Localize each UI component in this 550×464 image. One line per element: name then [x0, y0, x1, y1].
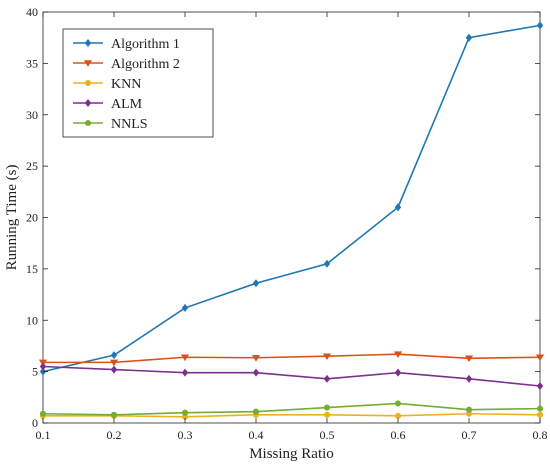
data-point — [110, 365, 118, 374]
legend: Algorithm 1 Algorithm 2 KNN ALM NNLS — [62, 28, 214, 138]
data-point — [323, 374, 331, 383]
legend-entry: NNLS — [73, 117, 148, 132]
series-nnls — [39, 400, 544, 418]
data-point — [252, 279, 260, 288]
y-tick-label: 0 — [32, 416, 38, 430]
series-line — [43, 353, 541, 364]
legend-label: Algorithm 1 — [111, 37, 180, 52]
x-tick-label: 0.6 — [391, 428, 406, 442]
x-tick-label: 0.1 — [36, 428, 51, 442]
series-algorithm-1 — [39, 21, 544, 376]
data-point — [464, 355, 474, 363]
legend-entry: Algorithm 1 — [73, 37, 180, 52]
data-point — [465, 406, 473, 413]
x-axis-title: Missing Ratio — [249, 446, 334, 462]
legend-swatch-marker — [83, 60, 93, 67]
series-alm — [39, 362, 544, 391]
data-point — [535, 354, 545, 362]
axes-layer: 0.1 0.2 0.3 0.4 0.5 0.6 0.7 0.8 0 5 10 15 20 25 30 35 40 — [26, 5, 548, 442]
x-tick-label: 0.2 — [107, 428, 122, 442]
data-point — [181, 303, 189, 312]
legend-entry: KNN — [73, 77, 141, 92]
y-tick-label: 5 — [32, 365, 38, 379]
data-point — [39, 410, 47, 417]
legend-swatch-marker — [84, 79, 92, 87]
legend-entry: ALM — [73, 97, 143, 112]
series-algorithm-2 — [38, 351, 545, 367]
data-point — [252, 368, 260, 377]
y-tick-label: 15 — [26, 262, 38, 276]
data-point — [180, 354, 190, 362]
legend-label: ALM — [111, 97, 143, 112]
data-point — [322, 353, 332, 361]
series-line — [42, 24, 541, 373]
series-layer — [38, 21, 545, 420]
legend-swatch-marker — [84, 38, 92, 48]
data-point — [110, 411, 118, 418]
data-point — [536, 405, 544, 412]
data-point — [536, 21, 544, 30]
series-line — [42, 365, 541, 387]
legend-swatch-marker — [84, 98, 92, 108]
legend-label: Algorithm 2 — [111, 57, 180, 72]
data-point — [465, 374, 473, 383]
data-point — [536, 411, 544, 418]
data-point — [251, 355, 261, 362]
legend-entry: Algorithm 2 — [73, 57, 180, 72]
y-tick-label: 35 — [26, 56, 38, 70]
y-tick-label: 25 — [26, 159, 38, 173]
y-axis-title: Running Time (s) — [4, 165, 20, 271]
y-tick-label: 20 — [26, 211, 38, 225]
x-tick-label: 0.4 — [249, 428, 264, 442]
legend-label: KNN — [111, 77, 141, 92]
data-point — [394, 400, 402, 407]
y-tick-label: 30 — [26, 108, 38, 122]
data-point — [394, 368, 402, 377]
data-point — [252, 408, 260, 415]
data-point — [109, 359, 119, 367]
data-point — [110, 351, 118, 360]
data-point — [181, 409, 189, 416]
data-point — [181, 368, 189, 377]
data-point — [394, 203, 402, 212]
series-line — [43, 412, 541, 418]
x-tick-label: 0.8 — [533, 428, 548, 442]
legend-swatch-marker — [84, 119, 92, 127]
data-point — [465, 33, 473, 42]
y-tick-label: 10 — [26, 313, 38, 327]
data-point — [323, 259, 331, 268]
x-tick-label: 0.5 — [320, 428, 335, 442]
series-line — [42, 402, 541, 416]
data-point — [536, 382, 544, 391]
legend-label: NNLS — [111, 117, 148, 132]
data-point — [323, 404, 331, 411]
data-point — [323, 411, 331, 418]
x-tick-label: 0.7 — [462, 428, 477, 442]
data-point — [39, 362, 47, 371]
x-tick-label: 0.3 — [178, 428, 193, 442]
data-point — [394, 412, 402, 419]
data-point — [393, 351, 403, 358]
y-tick-label: 40 — [26, 5, 38, 19]
